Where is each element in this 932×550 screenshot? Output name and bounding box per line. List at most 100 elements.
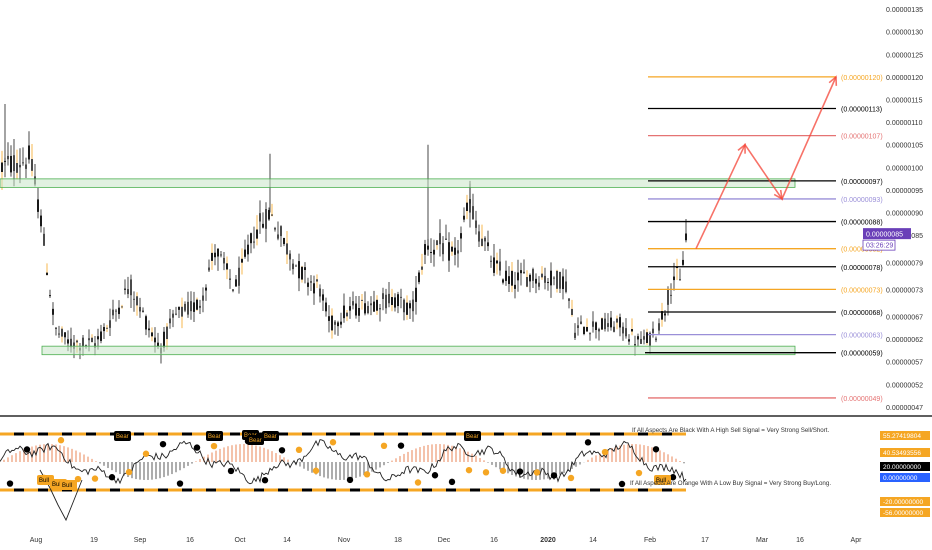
time-axis[interactable]: Aug 19 Sep 16 Oct 14 Nov 18 Dec 16 2020 14 Feb 17 Mar 1… (30, 537, 862, 544)
candle (262, 212, 264, 229)
candle-body (223, 257, 225, 264)
candle-body (184, 303, 186, 311)
candle (202, 287, 204, 313)
countdown-label: 03:26:29 (866, 243, 893, 250)
indicator-top-note: If All Aspects Are Black With A High Sel… (632, 427, 830, 434)
candle (544, 267, 546, 290)
candle-body (214, 252, 216, 258)
projection-arrowhead (773, 189, 784, 201)
candle (562, 268, 564, 300)
candle-body (127, 289, 129, 295)
candle (277, 221, 279, 241)
candle-body (145, 316, 147, 330)
candle (373, 290, 375, 312)
candle (409, 300, 411, 320)
candle (406, 295, 408, 320)
candle (250, 232, 252, 254)
signal-dot (431, 472, 439, 479)
candle (511, 261, 513, 293)
candle (226, 256, 228, 280)
signal-dot (652, 446, 660, 453)
candle-body (511, 270, 513, 286)
time-tick-label: 16 (796, 537, 804, 544)
candle-body (370, 303, 372, 306)
candle-body (124, 288, 126, 290)
bear-signal-badge (114, 431, 131, 441)
candle-body (478, 231, 480, 242)
candle (571, 299, 573, 317)
candle-body (178, 306, 180, 310)
time-tick-label: 18 (394, 537, 402, 544)
support-zone[interactable] (41, 345, 796, 356)
candle-body (640, 338, 642, 344)
indicator-bottom-note: If All Aspects Are Orange With A Low Buy… (630, 480, 831, 487)
candle-body (199, 305, 201, 308)
candle (439, 219, 441, 257)
level-label: (0.00000082) (841, 247, 883, 254)
resistance-zone[interactable] (0, 178, 796, 188)
price-axis[interactable]: 0.00000135 0.00000130 0.00000125 0.00000120… (862, 7, 923, 412)
candle-body (133, 298, 135, 300)
candle (538, 276, 540, 291)
candle-body (442, 243, 444, 255)
candle (403, 298, 405, 321)
price-tick-label: 0.00000095 (886, 188, 923, 195)
candle-body (73, 342, 75, 349)
candle (178, 306, 180, 318)
candle (547, 277, 549, 291)
candle-body (355, 303, 357, 316)
candle (166, 323, 168, 350)
candle-body (487, 242, 489, 247)
candle (676, 258, 678, 281)
candle-body (451, 246, 453, 252)
candle-body (325, 302, 327, 312)
signal-dot (669, 474, 677, 481)
candle-body (208, 267, 210, 271)
signal-dot (159, 440, 167, 448)
signal-dot (57, 437, 65, 444)
candle (424, 239, 426, 264)
candle-body (352, 301, 354, 306)
signal-dot (363, 471, 371, 478)
candle (184, 301, 186, 313)
signal-dot (635, 469, 643, 477)
indicator-axis-badge (880, 497, 930, 506)
candle-body (235, 279, 237, 287)
price-pane[interactable] (1, 104, 687, 364)
candle-body (175, 313, 177, 315)
bull-signal-label: Bull (62, 483, 72, 489)
candle-body (607, 323, 609, 327)
indicator-pane[interactable]: BullBullBullBearBearBearBearBearBearBull… (0, 427, 930, 522)
candle (685, 218, 687, 243)
indicator-axis-badge (880, 473, 930, 482)
candle-body (58, 333, 60, 335)
candle-body (466, 202, 468, 212)
bear-signal-label: Bear (116, 434, 129, 440)
candle (514, 271, 516, 299)
price-tick-label: 0.00000115 (886, 97, 923, 104)
candle-body (550, 270, 552, 286)
candle (613, 321, 615, 333)
candle-body (685, 233, 687, 241)
projection-layer (695, 75, 838, 250)
candle (484, 236, 486, 252)
signal-dot (91, 475, 99, 482)
candle-body (670, 294, 672, 296)
candle-body (469, 199, 471, 213)
candle (22, 147, 24, 166)
candle-body (43, 233, 45, 246)
bull-signal-label: Bull (52, 482, 62, 488)
candle (598, 327, 600, 341)
candle-body (610, 317, 612, 328)
price-tick-label: 0.00000135 (886, 7, 923, 14)
candle (526, 270, 528, 288)
candle-body (382, 293, 384, 300)
candle-body (541, 273, 543, 278)
candle-body (280, 226, 282, 237)
candle (130, 274, 132, 308)
candle (532, 267, 534, 288)
candle (328, 305, 330, 333)
indicator-axis-badge (880, 508, 930, 517)
candle-body (151, 332, 153, 337)
candle (304, 262, 306, 284)
